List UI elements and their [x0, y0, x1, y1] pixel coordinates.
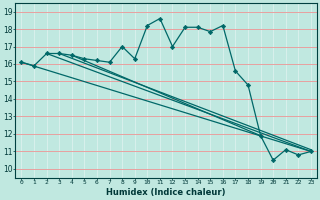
X-axis label: Humidex (Indice chaleur): Humidex (Indice chaleur) [107, 188, 226, 197]
